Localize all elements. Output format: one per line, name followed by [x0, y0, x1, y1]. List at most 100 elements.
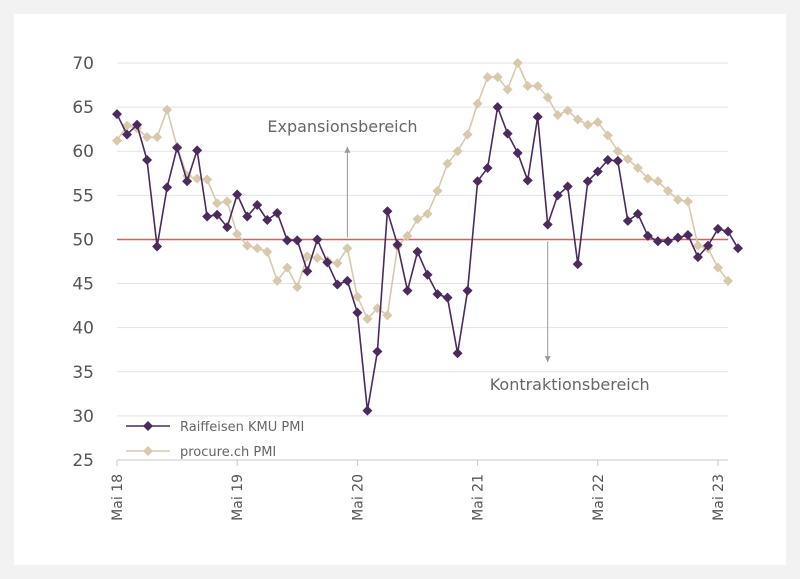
- data-point: [212, 198, 223, 209]
- y-tick-label: 35: [72, 363, 94, 383]
- data-point: [142, 132, 153, 143]
- data-point: [162, 104, 173, 115]
- y-tick-label: 30: [72, 407, 94, 427]
- x-tick-label: Mai 22: [591, 474, 607, 521]
- data-point: [652, 236, 663, 247]
- data-point: [172, 142, 183, 153]
- legend-swatch-marker: [143, 421, 153, 431]
- data-point: [122, 129, 133, 140]
- data-point: [312, 252, 323, 263]
- y-tick-label: 45: [72, 275, 94, 295]
- y-axis-ticks: 25 30 35 40 45 50 55 60 65 70: [72, 54, 94, 471]
- data-point: [222, 222, 233, 233]
- y-tick-label: 60: [72, 142, 94, 162]
- data-point: [492, 72, 503, 83]
- data-point: [112, 135, 122, 146]
- data-point: [532, 111, 543, 122]
- data-point: [352, 307, 363, 318]
- data-point: [542, 92, 553, 103]
- data-point: [462, 285, 473, 296]
- data-point: [302, 251, 313, 262]
- data-point: [572, 114, 583, 125]
- data-point: [212, 209, 223, 220]
- data-point: [222, 196, 233, 207]
- contraction-arrow-head: [544, 356, 551, 363]
- data-point: [572, 259, 583, 270]
- data-point: [522, 175, 533, 186]
- data-point: [702, 240, 713, 251]
- data-point: [252, 200, 263, 211]
- data-point: [192, 173, 203, 184]
- data-point: [182, 176, 193, 187]
- data-point: [402, 230, 413, 241]
- series-procure-ch-pmi: [112, 58, 733, 324]
- data-point: [672, 232, 683, 243]
- data-point: [152, 132, 163, 143]
- data-point: [152, 241, 163, 252]
- data-point: [402, 285, 413, 296]
- data-point: [552, 110, 563, 121]
- data-point: [592, 166, 603, 177]
- data-point: [272, 207, 283, 218]
- legend-label: procure.ch PMI: [180, 445, 276, 460]
- data-point: [612, 146, 623, 157]
- data-point: [302, 266, 313, 277]
- data-point: [733, 243, 744, 254]
- data-point: [472, 176, 483, 187]
- data-point: [282, 262, 293, 273]
- data-point: [362, 405, 373, 416]
- data-point: [202, 174, 213, 185]
- data-point: [712, 262, 723, 273]
- y-tick-label: 70: [72, 54, 94, 74]
- data-point: [242, 211, 253, 222]
- data-point: [712, 223, 723, 234]
- data-point: [412, 214, 423, 225]
- legend: Raiffeisen KMU PMI procure.ch PMI: [126, 420, 304, 460]
- data-point: [642, 230, 653, 241]
- x-tick-label: Mai 21: [471, 474, 487, 521]
- data-point: [372, 346, 383, 357]
- data-point: [622, 154, 633, 165]
- data-point: [632, 162, 643, 173]
- series-layer: [112, 58, 744, 416]
- data-point: [422, 269, 433, 280]
- data-point: [442, 158, 453, 169]
- y-tick-label: 25: [72, 451, 94, 471]
- data-point: [432, 289, 443, 300]
- data-point: [262, 215, 273, 226]
- series-line: [116, 106, 739, 412]
- x-tick-label: Mai 18: [110, 474, 126, 521]
- data-point: [482, 162, 493, 173]
- data-point: [132, 119, 143, 130]
- data-point: [602, 155, 613, 166]
- data-point: [362, 313, 373, 324]
- data-point: [692, 240, 703, 251]
- legend-label: Raiffeisen KMU PMI: [180, 420, 304, 435]
- x-tick-label: Mai 23: [711, 474, 727, 521]
- legend-swatch-marker: [143, 446, 153, 456]
- data-point: [452, 348, 463, 359]
- x-axis-ticks: Mai 18 Mai 19 Mai 20 Mai 21 Mai 22 Mai 23: [110, 460, 727, 521]
- data-point: [662, 236, 673, 247]
- data-point: [552, 190, 563, 201]
- data-point: [382, 206, 393, 217]
- data-point: [232, 189, 243, 200]
- data-point: [442, 292, 453, 303]
- data-point: [162, 182, 173, 193]
- x-tick-label: Mai 20: [350, 474, 366, 521]
- annotations: Expansionsbereich Kontraktionsbereich: [267, 117, 649, 394]
- data-point: [462, 129, 473, 140]
- data-point: [662, 185, 673, 196]
- data-point: [492, 102, 503, 113]
- data-point: [332, 258, 343, 269]
- data-point: [392, 239, 403, 250]
- data-point: [562, 181, 573, 192]
- data-point: [312, 234, 323, 245]
- data-point: [723, 275, 733, 286]
- data-point: [242, 240, 253, 251]
- data-point: [192, 145, 203, 156]
- data-point: [272, 275, 283, 286]
- data-point: [252, 243, 263, 254]
- data-point: [292, 282, 303, 293]
